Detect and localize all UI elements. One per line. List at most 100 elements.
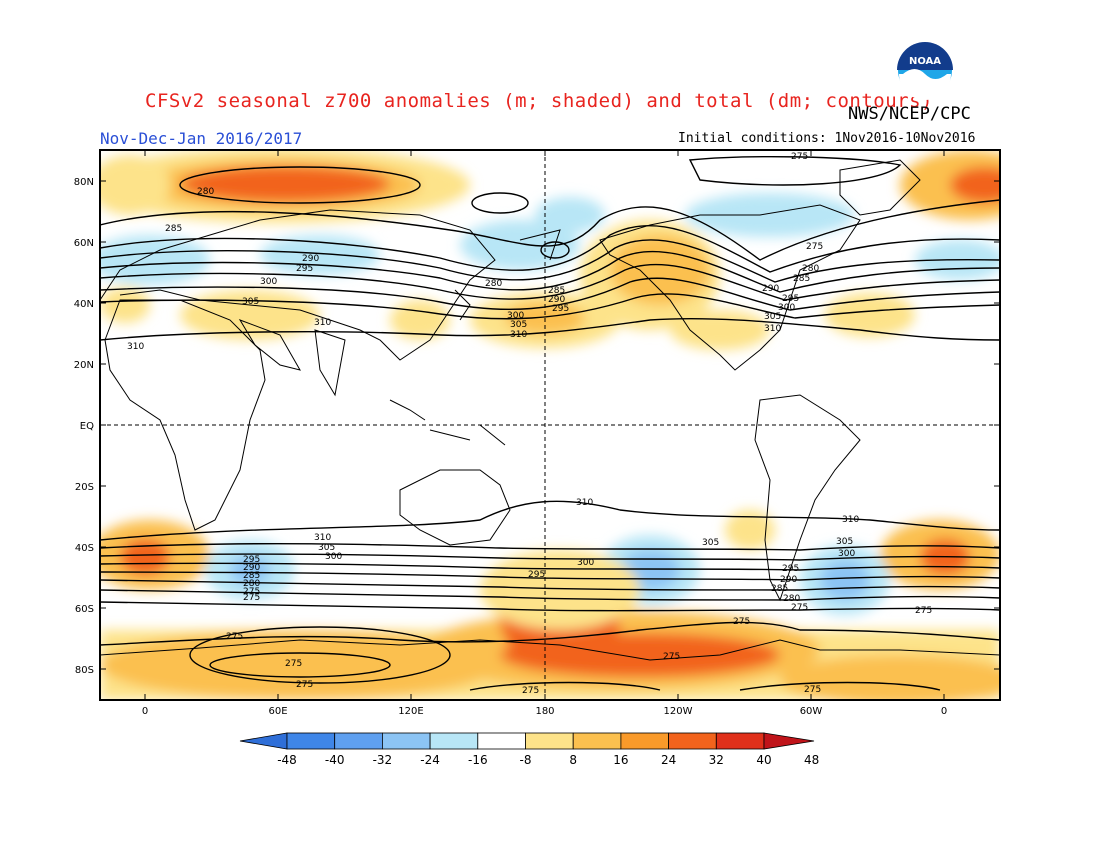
contour-label: 300 xyxy=(577,558,594,568)
contour-label: 310 xyxy=(314,318,331,328)
contour-label-group: 280 285 290 295 300 305 310 310 280 285 … xyxy=(127,152,932,696)
contour-label: 310 xyxy=(764,324,781,334)
anomaly-shading xyxy=(100,150,1000,700)
contour-label: 285 xyxy=(771,584,788,594)
contour-label: 310 xyxy=(127,342,144,352)
organization-label: NWS/NCEP/CPC xyxy=(848,104,971,124)
contour-label: 275 xyxy=(806,242,823,252)
contour-label: 295 xyxy=(782,564,799,574)
contour-label: 280 xyxy=(197,187,214,197)
lat-label-60s: 60S xyxy=(75,604,94,615)
colorbar-label: -8 xyxy=(520,753,532,767)
contour-label: 305 xyxy=(702,538,719,548)
contour-label: 310 xyxy=(314,533,331,543)
colorbar-label: -24 xyxy=(420,753,440,767)
lon-label-180: 180 xyxy=(535,706,554,717)
contour-label: 285 xyxy=(548,286,565,296)
contour-label: 295 xyxy=(296,264,313,274)
lat-label-20n: 20N xyxy=(74,360,94,371)
initial-conditions-label: Initial conditions: 1Nov2016-10Nov2016 xyxy=(678,131,976,146)
contour-label: 305 xyxy=(510,320,527,330)
colorbar-label: -16 xyxy=(468,753,488,767)
season-label: Nov-Dec-Jan 2016/2017 xyxy=(100,129,303,148)
lon-label-120e: 120E xyxy=(398,706,423,717)
longitude-labels: 0 60E 120E 180 120W 60W 0 xyxy=(142,706,947,717)
contour-label: 290 xyxy=(548,295,565,305)
logo-text: NOAA xyxy=(909,56,941,67)
contour-label: 305 xyxy=(318,543,335,553)
lon-label-0: 0 xyxy=(142,706,148,717)
colorbar-label: 8 xyxy=(569,753,577,767)
map-title: CFSv2 seasonal z700 anomalies (m; shaded… xyxy=(145,90,933,112)
lon-label-120w: 120W xyxy=(664,706,693,717)
lon-label-60w: 60W xyxy=(800,706,823,717)
colorbar-swatch xyxy=(381,732,431,750)
reference-lines xyxy=(100,150,1000,700)
colorbar-arrow-high xyxy=(763,732,815,750)
colorbar-swatch xyxy=(715,732,765,750)
lon-label-60e: 60E xyxy=(268,706,287,717)
colorbar-swatch xyxy=(572,732,622,750)
colorbar-swatch xyxy=(286,732,336,750)
contour-label: 285 xyxy=(165,224,182,234)
contour-label: 305 xyxy=(836,537,853,547)
colorbar-label: 48 xyxy=(804,753,819,767)
colorbar-label: 16 xyxy=(613,753,628,767)
lat-label-80n: 80N xyxy=(74,177,94,188)
contour-label: 310 xyxy=(576,498,593,508)
contour-label: 275 xyxy=(804,685,821,695)
contour-label: 300 xyxy=(838,549,855,559)
contour-label: 290 xyxy=(780,575,797,585)
colorbar-swatch xyxy=(668,732,717,750)
contour-label: 280 xyxy=(802,264,819,274)
lat-label-60n: 60N xyxy=(74,238,94,249)
contour-label: 275 xyxy=(915,606,932,616)
contour-label: 280 xyxy=(243,579,260,589)
colorbar-swatch xyxy=(429,732,479,750)
contour-label: 275 xyxy=(243,587,260,597)
lat-label-20s: 20S xyxy=(75,482,94,493)
contour-label: 275 xyxy=(243,593,260,603)
noaa-logo: NOAA xyxy=(896,41,954,100)
contour-label: 310 xyxy=(842,515,859,525)
contour-label: 275 xyxy=(226,632,243,642)
lon-label-0-east: 0 xyxy=(941,706,947,717)
contour-label: 275 xyxy=(296,680,313,690)
lat-label-80s: 80S xyxy=(75,665,94,676)
colorbar-label: 40 xyxy=(756,753,771,767)
contour-label: 295 xyxy=(243,555,260,565)
colorbar: -48 -40 -32 -24 -16 -8 8 16 24 32 40 48 xyxy=(239,732,819,767)
contour-label: 290 xyxy=(762,284,779,294)
colorbar-label: -32 xyxy=(373,753,393,767)
colorbar-swatch xyxy=(477,732,526,750)
contour-label: 285 xyxy=(793,274,810,284)
colorbar-swatch xyxy=(620,732,670,750)
lat-label-40s: 40S xyxy=(75,543,94,554)
contour-label: 300 xyxy=(507,311,524,321)
contour-label: 310 xyxy=(510,330,527,340)
colorbar-label: 32 xyxy=(709,753,724,767)
contour-label: 275 xyxy=(791,603,808,613)
lat-label-40n: 40N xyxy=(74,299,94,310)
contour-label: 295 xyxy=(552,304,569,314)
contour-label: 275 xyxy=(791,152,808,162)
contour-label: 285 xyxy=(243,571,260,581)
height-contours xyxy=(100,156,1000,691)
contour-label: 305 xyxy=(242,297,259,307)
contour-label: 300 xyxy=(260,277,277,287)
contour-label: 300 xyxy=(325,552,342,562)
contour-label: 295 xyxy=(782,294,799,304)
contour-label: 290 xyxy=(302,254,319,264)
contour-label: 275 xyxy=(663,652,680,662)
contour-label: 275 xyxy=(733,617,750,627)
colorbar-swatch xyxy=(334,732,383,750)
contour-label: 280 xyxy=(783,594,800,604)
contour-label: 280 xyxy=(485,279,502,289)
colorbar-label: -48 xyxy=(277,753,297,767)
contour-label: 305 xyxy=(764,312,781,322)
contour-label: 300 xyxy=(778,303,795,313)
colorbar-label: 24 xyxy=(661,753,676,767)
contour-label: 275 xyxy=(522,686,539,696)
contour-label: 275 xyxy=(285,659,302,669)
